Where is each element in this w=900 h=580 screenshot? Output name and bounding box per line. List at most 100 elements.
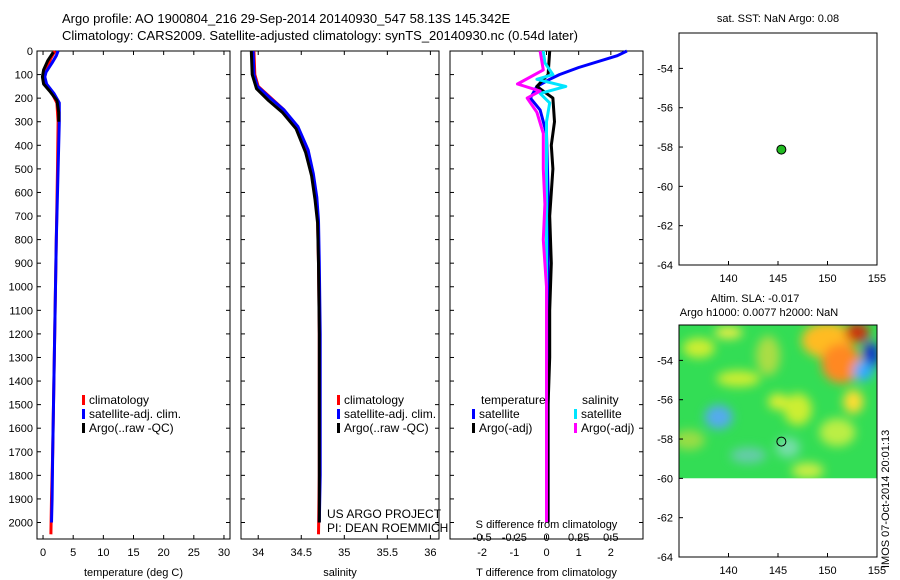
sla-map-ytick-label: -60 — [657, 473, 673, 485]
difference-series-s-argo — [516, 50, 548, 523]
sst-map-argo-marker — [776, 144, 787, 155]
temperature-xtick-label: 0 — [40, 547, 46, 559]
temperature-ytick-label: 1500 — [9, 400, 33, 412]
temperature-ytick-label: 0 — [27, 46, 33, 58]
difference-xtick-label: 1 — [576, 547, 582, 559]
salinity-xlabel: salinity — [323, 567, 357, 579]
sla-heatmap-field — [679, 325, 877, 479]
temperature-ytick-label: 1900 — [9, 494, 33, 506]
sla-heatmap-cell — [775, 437, 800, 458]
difference-legend-t-sat-swatch — [472, 409, 475, 419]
sla-heatmap-cell — [821, 343, 862, 384]
salinity-legend-2-swatch — [337, 423, 340, 433]
sla-map-title-line-1: Altim. SLA: -0.017 — [711, 293, 800, 305]
temperature-legend-1-swatch — [82, 409, 85, 419]
salinity-legend-2-label: Argo(..raw -QC) — [344, 421, 429, 435]
difference-xtick-label: -2 — [477, 547, 487, 559]
temperature-legend-2-label: Argo(..raw -QC) — [89, 421, 174, 435]
project-annotation: US ARGO PROJECT — [327, 507, 442, 521]
sla-map-ytick-label: -58 — [657, 434, 673, 446]
temperature-frame — [36, 50, 231, 540]
temperature-series-argo-raw-qc- — [40, 51, 61, 122]
sst-map-ytick-label: -64 — [657, 260, 673, 272]
temperature-legend-2-swatch — [82, 423, 85, 433]
difference-legend-header-temperature: temperature — [481, 393, 546, 407]
temperature-ytick-label: 800 — [15, 235, 33, 247]
temperature-ytick-label: 300 — [15, 117, 33, 129]
salinity-xtick-label: 34.5 — [291, 547, 312, 559]
temperature-xtick-label: 15 — [127, 547, 139, 559]
sst-map-ytick-label: -56 — [657, 103, 673, 115]
sla-heatmap-cell — [714, 326, 743, 339]
sla-heatmap-cell — [756, 335, 781, 376]
sla-map-xtick-label: 145 — [769, 565, 787, 577]
salinity-series-argo-raw-qc- — [249, 50, 321, 523]
temperature-ytick-label: 1200 — [9, 329, 33, 341]
sla-map-title-line-2: Argo h1000: 0.0077 h2000: NaN — [680, 307, 838, 319]
temperature-ytick-label: 500 — [15, 164, 33, 176]
salinity-legend-0-swatch — [337, 395, 340, 405]
temperature-xtick-label: 30 — [218, 547, 230, 559]
sst-map-xtick-label: 145 — [769, 273, 787, 285]
difference-xtick-top-label: -0.5 — [473, 532, 492, 544]
difference-series-t-argo — [535, 50, 556, 523]
salinity-legend-0-label: climatology — [344, 393, 404, 407]
salinity-series-satellite-adj-clim- — [251, 50, 322, 523]
sla-map-ytick-label: -54 — [657, 355, 673, 367]
sla-map-argo-marker — [776, 436, 787, 447]
figure-title-line-2: Climatology: CARS2009. Satellite-adjuste… — [62, 28, 578, 43]
temperature-ytick-label: 1600 — [9, 423, 33, 435]
temperature-ytick-label: 200 — [15, 93, 33, 105]
difference-legend-t-argo-label: Argo(-adj) — [479, 421, 532, 435]
difference-xtick-label: 0 — [543, 547, 549, 559]
sla-heatmap-cell — [845, 325, 870, 343]
temperature-ytick-label: 400 — [15, 140, 33, 152]
sla-heatmap-cell — [682, 338, 715, 359]
temperature-ytick-label: 100 — [15, 70, 33, 82]
sla-heatmap — [679, 325, 877, 479]
salinity-xtick-label: 35.5 — [377, 547, 398, 559]
sla-heatmap-cell — [679, 430, 705, 451]
temperature-ytick-label: 700 — [15, 211, 33, 223]
temperature-xtick-label: 20 — [158, 547, 170, 559]
difference-series-t-satellite — [528, 49, 628, 523]
sst-map-ytick-label: -54 — [657, 63, 673, 75]
difference-legend-s-argo-swatch — [574, 423, 577, 433]
sst-map-title: sat. SST: NaN Argo: 0.08 — [717, 13, 839, 25]
difference-legend-header-salinity: salinity — [582, 393, 619, 407]
sla-heatmap-cell — [853, 361, 874, 382]
sla-map-ytick-label: -62 — [657, 513, 673, 525]
salinity-frame — [240, 50, 440, 540]
pi-annotation: PI: DEAN ROEMMICH — [327, 521, 448, 535]
temperature-ytick-label: 600 — [15, 187, 33, 199]
difference-xlabel-top: S difference from climatology — [476, 519, 618, 531]
sst-map-ytick-label: -62 — [657, 221, 673, 233]
sla-map-ytick-label: -64 — [657, 552, 673, 564]
figure-title-line-1: Argo profile: AO 1900804_216 29-Sep-2014… — [62, 11, 511, 26]
difference-xtick-top-label: 0.25 — [568, 532, 589, 544]
sla-heatmap-cell — [783, 393, 812, 426]
sla-map-xtick-label: 140 — [719, 565, 737, 577]
sla-map-xtick-label: 150 — [818, 565, 836, 577]
salinity-legend-1-swatch — [337, 409, 340, 419]
temperature-ytick-label: 1700 — [9, 447, 33, 459]
temperature-ytick-label: 900 — [15, 258, 33, 270]
difference-xtick-label: -1 — [509, 547, 519, 559]
sla-heatmap-cell — [843, 389, 864, 414]
salinity-series-climatology — [252, 50, 321, 535]
sla-map-ytick-label: -56 — [657, 395, 673, 407]
temperature-ytick-label: 1800 — [9, 470, 33, 482]
sla-heatmap-cell — [819, 418, 856, 447]
sla-heatmap-cell — [791, 462, 824, 479]
temperature-xlabel: temperature (deg C) — [84, 567, 183, 579]
difference-xtick-top-label: 0.5 — [603, 532, 618, 544]
temperature-legend-1-label: satellite-adj. clim. — [89, 407, 181, 421]
temperature-ytick-label: 2000 — [9, 517, 33, 529]
temperature-ytick-label: 1300 — [9, 352, 33, 364]
sst-map-ytick-label: -58 — [657, 142, 673, 154]
salinity-xtick-label: 35 — [338, 547, 350, 559]
temperature-ytick-label: 1000 — [9, 282, 33, 294]
sla-heatmap-cell — [716, 370, 761, 387]
sla-heatmap-cell — [730, 447, 767, 464]
difference-xtick-label: 2 — [608, 547, 614, 559]
